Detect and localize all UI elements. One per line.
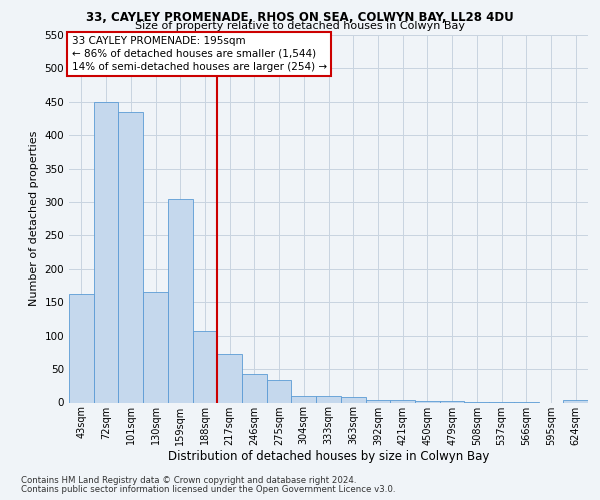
Text: Contains HM Land Registry data © Crown copyright and database right 2024.: Contains HM Land Registry data © Crown c… bbox=[21, 476, 356, 485]
Text: Contains public sector information licensed under the Open Government Licence v3: Contains public sector information licen… bbox=[21, 485, 395, 494]
Text: Size of property relative to detached houses in Colwyn Bay: Size of property relative to detached ho… bbox=[135, 21, 465, 31]
Bar bbox=[168, 198, 193, 402]
Bar bbox=[316, 396, 341, 402]
Bar bbox=[341, 397, 365, 402]
Text: 33 CAYLEY PROMENADE: 195sqm
← 86% of detached houses are smaller (1,544)
14% of : 33 CAYLEY PROMENADE: 195sqm ← 86% of det… bbox=[71, 36, 327, 72]
Bar bbox=[292, 396, 316, 402]
Bar bbox=[193, 331, 217, 402]
X-axis label: Distribution of detached houses by size in Colwyn Bay: Distribution of detached houses by size … bbox=[168, 450, 489, 464]
Bar bbox=[69, 294, 94, 403]
Y-axis label: Number of detached properties: Number of detached properties bbox=[29, 131, 39, 306]
Bar bbox=[390, 400, 415, 402]
Bar bbox=[94, 102, 118, 403]
Bar bbox=[267, 380, 292, 402]
Bar bbox=[118, 112, 143, 403]
Bar bbox=[365, 400, 390, 402]
Bar bbox=[217, 354, 242, 403]
Bar bbox=[440, 401, 464, 402]
Text: 33, CAYLEY PROMENADE, RHOS ON SEA, COLWYN BAY, LL28 4DU: 33, CAYLEY PROMENADE, RHOS ON SEA, COLWY… bbox=[86, 11, 514, 24]
Bar bbox=[563, 400, 588, 402]
Bar bbox=[143, 292, 168, 403]
Bar bbox=[415, 401, 440, 402]
Bar bbox=[242, 374, 267, 402]
